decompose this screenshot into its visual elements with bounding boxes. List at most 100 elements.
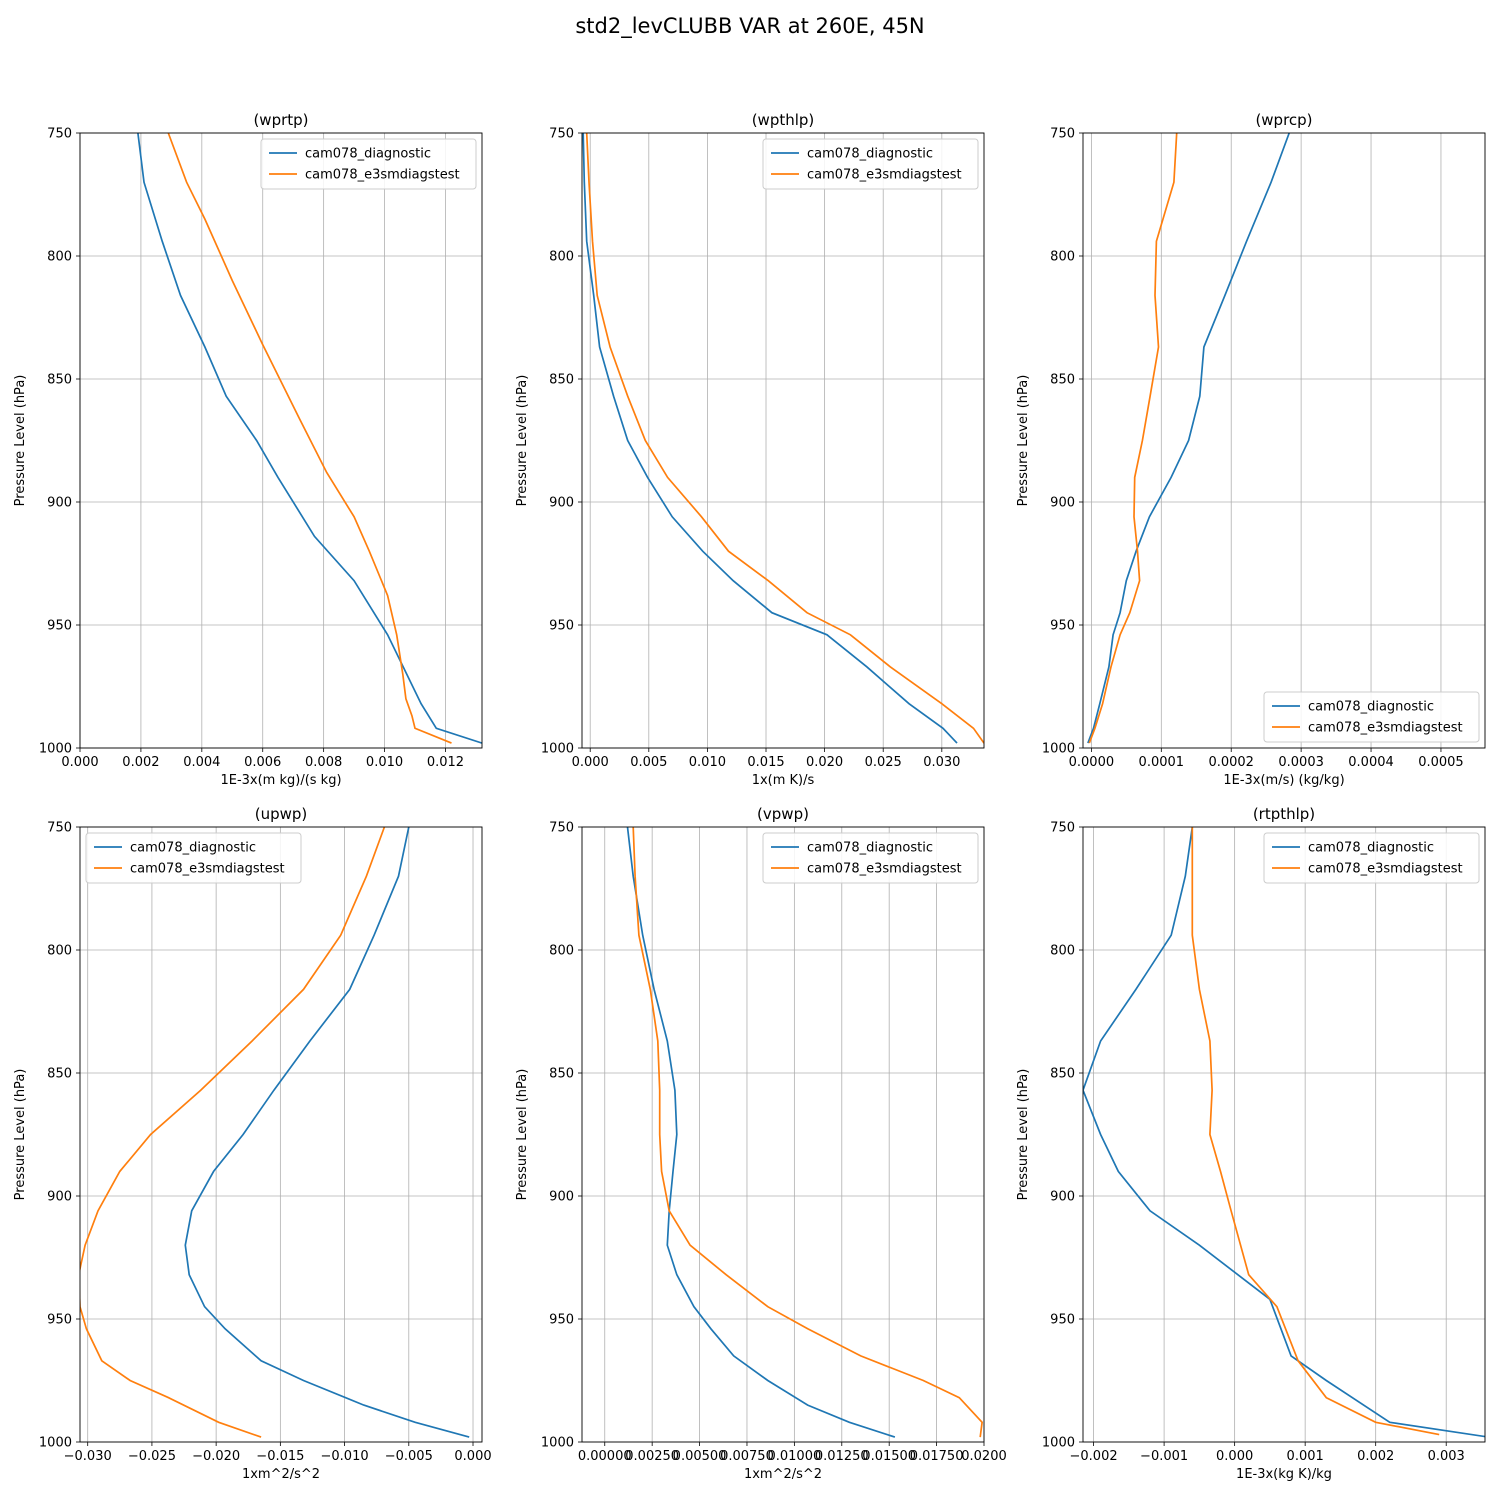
legend-label: cam078_diagnostic	[807, 147, 933, 162]
legend: cam078_diagnostic cam078_e3smdiagstest	[1263, 832, 1480, 884]
subplot-2: 0.000 0.005 0.010 0.015 0.020 0.025 0.030 750 80…	[515, 111, 985, 788]
y-tick-label: 750	[549, 127, 574, 142]
subplot-title: (rtpthlp)	[1253, 805, 1315, 823]
series-line-diagnostic	[137, 133, 482, 744]
x-tick-label: −0.002	[1070, 1449, 1118, 1464]
x-tick-label: 0.0200	[961, 1449, 1007, 1464]
y-axis-label: Pressure Level (hPa)	[1016, 375, 1031, 507]
x-axis-label: 1x(m K)/s	[752, 773, 815, 788]
x-axis-label: 1E-3x(m/s) (kg/kg)	[1223, 773, 1344, 788]
subplot-title: (wprcp)	[1255, 111, 1312, 129]
x-tick-label: 0.00500	[673, 1449, 727, 1464]
x-tick-label: 0.01000	[767, 1449, 821, 1464]
x-tick-label: 0.00750	[720, 1449, 774, 1464]
x-tick-label: 0.01750	[910, 1449, 964, 1464]
y-tick-label: 950	[549, 619, 574, 634]
x-tick-label: 0.002	[122, 755, 159, 770]
x-tick-label: −0.025	[128, 1449, 176, 1464]
y-axis-label: Pressure Level (hPa)	[1016, 1069, 1031, 1201]
axes-frame	[1082, 826, 1486, 1443]
axes-frame	[79, 132, 483, 749]
y-tick-label: 800	[47, 250, 72, 265]
y-tick-label: 800	[1050, 944, 1075, 959]
legend-label: cam078_e3smdiagstest	[807, 168, 962, 183]
y-tick-label: 750	[1050, 821, 1075, 836]
x-tick-label: 0.000	[61, 755, 98, 770]
y-tick-label: 900	[47, 496, 72, 511]
subplot-title: (vpwp)	[757, 805, 809, 823]
x-tick-label: −0.015	[256, 1449, 304, 1464]
x-tick-label: 0.005	[630, 755, 667, 770]
figure-title: std2_levCLUBB VAR at 260E, 45N	[575, 14, 925, 38]
x-tick-label: 0.015	[747, 755, 784, 770]
x-tick-label: 0.01500	[862, 1449, 916, 1464]
x-tick-label: 0.000	[1216, 1449, 1253, 1464]
series-line-e3smdiagstest	[632, 827, 983, 1438]
y-tick-label: 850	[1050, 373, 1075, 388]
series-line-e3smdiagstest	[585, 133, 984, 744]
x-tick-label: 0.006	[244, 755, 281, 770]
legend: cam078_diagnostic cam078_e3smdiagstest	[762, 832, 979, 884]
legend: cam078_diagnostic cam078_e3smdiagstest	[762, 138, 979, 190]
y-tick-label: 900	[549, 1190, 574, 1205]
legend: cam078_diagnostic cam078_e3smdiagstest	[85, 832, 302, 884]
y-tick-label: 750	[47, 127, 72, 142]
y-tick-label: 950	[47, 1313, 72, 1328]
legend-label: cam078_diagnostic	[305, 147, 431, 162]
legend: cam078_diagnostic cam078_e3smdiagstest	[1263, 691, 1480, 743]
y-tick-label: 1000	[39, 742, 72, 757]
y-tick-label: 850	[47, 373, 72, 388]
x-tick-label: 0.0001	[1139, 755, 1185, 770]
x-tick-label: 0.0000	[1069, 755, 1115, 770]
legend-box	[1263, 832, 1480, 884]
x-tick-label: −0.020	[192, 1449, 240, 1464]
x-tick-label: 0.010	[689, 755, 726, 770]
legend-label: cam078_diagnostic	[1308, 841, 1434, 856]
legend-box	[762, 832, 979, 884]
legend-label: cam078_e3smdiagstest	[130, 862, 285, 877]
x-tick-label: 0.000	[454, 1449, 491, 1464]
subplot-title: (wpthlp)	[752, 111, 815, 129]
y-tick-label: 1000	[541, 1436, 574, 1451]
x-tick-label: −0.001	[1140, 1449, 1188, 1464]
legend-label: cam078_diagnostic	[807, 841, 933, 856]
x-tick-label: 0.004	[183, 755, 220, 770]
y-tick-label: 800	[47, 944, 72, 959]
legend-box	[1263, 691, 1480, 743]
series-line-e3smdiagstest	[1088, 133, 1178, 744]
x-axis-label: 1E-3x(kg K)/kg	[1236, 1467, 1332, 1482]
series-line-diagnostic	[184, 827, 470, 1438]
y-tick-label: 800	[549, 944, 574, 959]
x-tick-label: 0.002	[1357, 1449, 1394, 1464]
subplot-5: 0.000000.002500.005000.007500.010000.012…	[515, 805, 1007, 1482]
series-line-e3smdiagstest	[1191, 827, 1440, 1436]
x-tick-label: 0.01250	[815, 1449, 869, 1464]
x-tick-label: 0.00250	[625, 1449, 679, 1464]
x-axis-label: 1xm^2/s^2	[242, 1467, 320, 1482]
x-tick-label: −0.005	[385, 1449, 433, 1464]
y-axis-label: Pressure Level (hPa)	[13, 375, 28, 507]
x-tick-label: 0.010	[366, 755, 403, 770]
x-tick-label: 0.030	[923, 755, 960, 770]
y-tick-label: 1000	[39, 1436, 72, 1451]
legend: cam078_diagnostic cam078_e3smdiagstest	[260, 138, 477, 190]
legend-box	[260, 138, 477, 190]
y-tick-label: 900	[1050, 1190, 1075, 1205]
y-tick-label: 1000	[541, 742, 574, 757]
y-tick-label: 900	[47, 1190, 72, 1205]
legend-label: cam078_diagnostic	[1308, 700, 1434, 715]
x-tick-label: 0.025	[865, 755, 902, 770]
x-tick-label: 0.000	[572, 755, 609, 770]
legend-label: cam078_e3smdiagstest	[807, 862, 962, 877]
x-tick-label: 0.0002	[1208, 755, 1254, 770]
y-tick-label: 950	[1050, 619, 1075, 634]
x-tick-label: 0.00000	[578, 1449, 632, 1464]
series-line-diagnostic	[1087, 133, 1290, 744]
y-tick-label: 850	[549, 1067, 574, 1082]
series-line-diagnostic	[1083, 827, 1485, 1438]
y-tick-label: 750	[1050, 127, 1075, 142]
x-tick-label: 0.001	[1287, 1449, 1324, 1464]
subplot-6: −0.002 −0.001 0.000 0.001 0.002 0.003 750 800 85…	[1016, 805, 1486, 1482]
